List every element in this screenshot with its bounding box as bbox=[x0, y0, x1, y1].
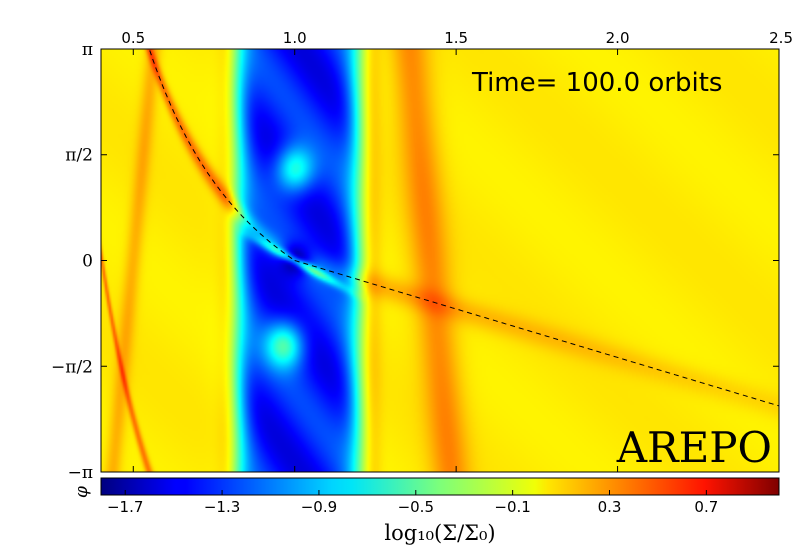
x-axis-ticks: 0.5 1.0 1.5 2.0 2.5 bbox=[121, 29, 793, 472]
colorbar-tick-label: 0.7 bbox=[694, 498, 718, 516]
heatmap-area bbox=[101, 49, 779, 472]
y-axis-ticks: π π/2 0 −π/2 −π bbox=[51, 40, 779, 483]
y-axis-label: φ bbox=[72, 486, 92, 498]
reference-curve-outer-wake-1 bbox=[294, 260, 779, 407]
surface-density-heatmap bbox=[101, 49, 779, 472]
colorbar-tick-label: −0.5 bbox=[398, 498, 434, 516]
x-tick-label: 1.0 bbox=[283, 29, 307, 47]
x-tick-label: 2.5 bbox=[769, 29, 793, 47]
code-name-label: AREPO bbox=[616, 423, 772, 472]
time-annotation: Time= 100.0 orbits bbox=[471, 68, 722, 98]
colorbar: −1.7 −1.3 −0.9 −0.5 −0.1 0.3 0.7 log₁₀(Σ/Σ₀) bbox=[100, 477, 780, 545]
colorbar-ticks: −1.7 −1.3 −0.9 −0.5 −0.1 0.3 0.7 bbox=[107, 490, 718, 516]
x-tick-label: 2.0 bbox=[606, 29, 630, 47]
colorbar-tick-label: −0.9 bbox=[301, 498, 337, 516]
colorbar-tick-label: −0.1 bbox=[494, 498, 530, 516]
y-tick-label: π bbox=[82, 40, 93, 60]
y-tick-label: π/2 bbox=[65, 146, 93, 166]
x-tick-label: 0.5 bbox=[121, 29, 145, 47]
colorbar-tick-label: −1.7 bbox=[107, 498, 143, 516]
colorbar-gradient bbox=[100, 477, 780, 496]
colorbar-label: log₁₀(Σ/Σ₀) bbox=[384, 521, 495, 545]
colorbar-tick-label: 0.3 bbox=[598, 498, 622, 516]
y-tick-label: 0 bbox=[82, 252, 93, 272]
reference-curve-inner-wake-2 bbox=[148, 49, 295, 261]
y-tick-label: −π/2 bbox=[51, 357, 93, 377]
y-tick-label: −π bbox=[68, 463, 93, 483]
reference-curves bbox=[148, 49, 779, 407]
x-tick-label: 1.5 bbox=[444, 29, 468, 47]
colorbar-tick-label: −1.3 bbox=[204, 498, 240, 516]
